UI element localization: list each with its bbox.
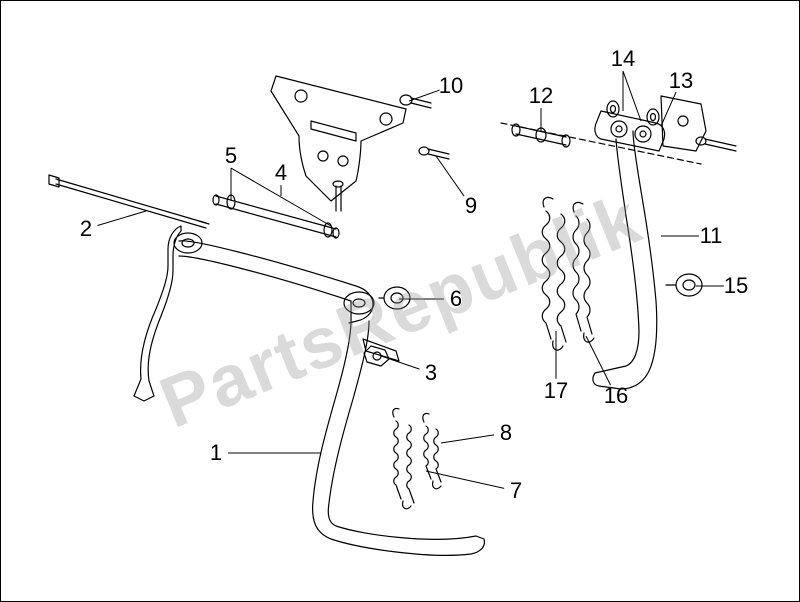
assembly-drawing: [1, 1, 800, 602]
diagram-container: PartsRepublik 1234567891011121314151617: [0, 0, 800, 602]
